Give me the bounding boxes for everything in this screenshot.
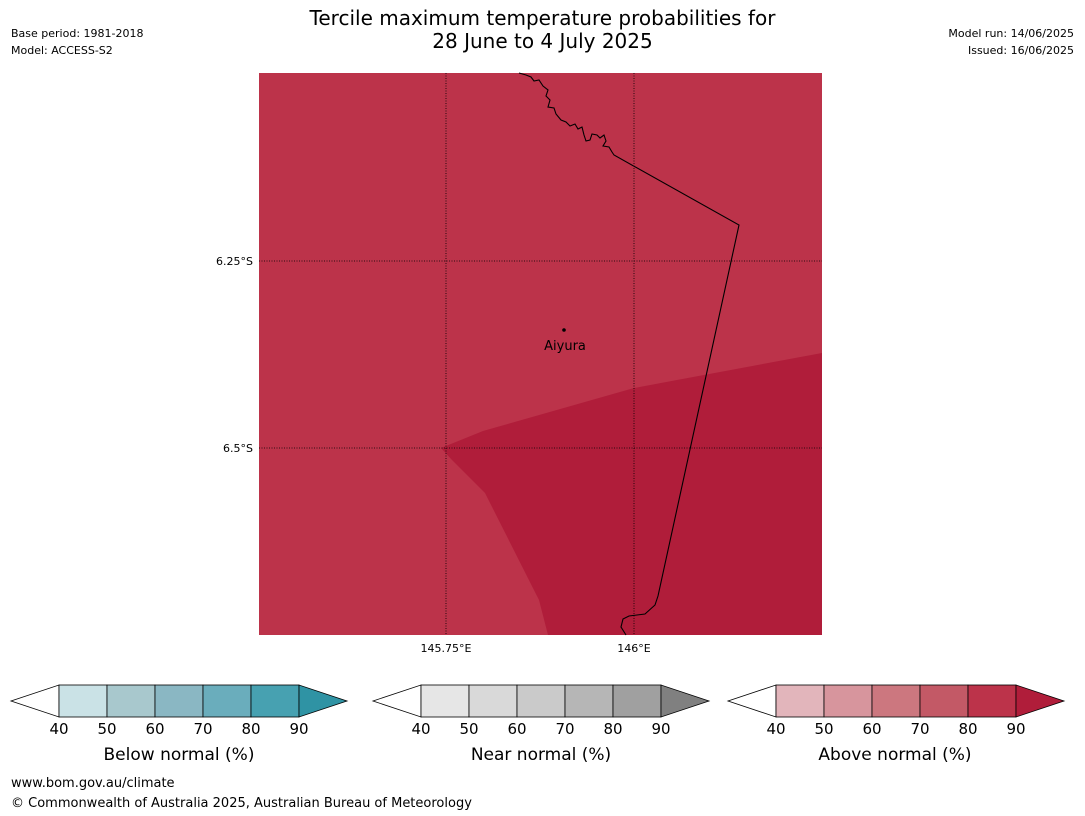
footer-url: www.bom.gov.au/climate bbox=[11, 776, 175, 791]
legend-segment bbox=[823, 684, 873, 718]
legend-segment bbox=[564, 684, 614, 718]
legend-tick-label: 60 bbox=[507, 720, 526, 738]
legend-tick-label: 80 bbox=[603, 720, 622, 738]
legend-segment bbox=[106, 684, 156, 718]
legend-label-near: Near normal (%) bbox=[470, 745, 612, 765]
legend-extend-low bbox=[371, 684, 422, 718]
legend-segment bbox=[967, 684, 1017, 718]
lat-label-6-25: 6.25°S bbox=[216, 255, 253, 268]
map-figure: Aiyura 6.25°S 6.5°S 145.75°E 146°E 40 50 6… bbox=[9, 72, 1066, 738]
legend-segment bbox=[775, 684, 825, 718]
legend-tick-label: 50 bbox=[97, 720, 116, 738]
legend-segment bbox=[154, 684, 204, 718]
footer: www.bom.gov.au/climate © Commonwealth of… bbox=[11, 774, 472, 814]
issued-date: Issued: 16/06/2025 bbox=[967, 44, 1074, 57]
probability-fill-90 bbox=[441, 353, 822, 635]
legend-above-normal: 40 50 60 70 80 90 bbox=[726, 684, 1066, 738]
legend-tick-label: 50 bbox=[459, 720, 478, 738]
model-name: Model: ACCESS-S2 bbox=[11, 44, 113, 57]
legend-segment bbox=[468, 684, 518, 718]
lon-label-145-75: 145.75°E bbox=[421, 642, 472, 655]
legend-extend-low bbox=[9, 684, 60, 718]
legend-segment bbox=[250, 684, 300, 718]
legend-label-above: Above normal (%) bbox=[818, 745, 972, 765]
legend-tick-label: 70 bbox=[555, 720, 574, 738]
legend-segment bbox=[516, 684, 566, 718]
meta-left: Base period: 1981-2018 Model: ACCESS-S2 bbox=[11, 25, 143, 59]
legend-tick-label: 90 bbox=[1006, 720, 1025, 738]
legend-tick-label: 60 bbox=[862, 720, 881, 738]
place-label-aiyura: Aiyura bbox=[544, 339, 586, 354]
footer-copyright: © Commonwealth of Australia 2025, Austra… bbox=[11, 796, 472, 811]
legend-near-normal: 40 50 60 70 80 90 bbox=[371, 684, 711, 738]
legend-below-normal: 40 50 60 70 80 90 bbox=[9, 684, 349, 738]
meta-right: Model run: 14/06/2025 Issued: 16/06/2025 bbox=[948, 25, 1074, 59]
legend-tick-label: 60 bbox=[145, 720, 164, 738]
provincial-boundary bbox=[518, 72, 740, 636]
base-period: Base period: 1981-2018 bbox=[11, 27, 144, 40]
legend-segment bbox=[612, 684, 662, 718]
aiyura-marker bbox=[562, 328, 566, 332]
legend-segment bbox=[202, 684, 252, 718]
lat-label-6-5: 6.5°S bbox=[223, 442, 253, 455]
page-title: Tercile maximum temperature probabilitie… bbox=[0, 7, 1085, 53]
legend-tick-label: 70 bbox=[193, 720, 212, 738]
model-run: Model run: 14/06/2025 bbox=[948, 27, 1074, 40]
legend-segment bbox=[58, 684, 108, 718]
legend-tick-label: 40 bbox=[766, 720, 785, 738]
title-line-2: 28 June to 4 July 2025 bbox=[432, 29, 653, 53]
legend-segment bbox=[871, 684, 921, 718]
legend-tick-label: 80 bbox=[241, 720, 260, 738]
legend-segment bbox=[420, 684, 470, 718]
legend-tick-label: 40 bbox=[49, 720, 68, 738]
legend-tick-label: 90 bbox=[651, 720, 670, 738]
legend-tick-label: 40 bbox=[411, 720, 430, 738]
legend-extend-high bbox=[1015, 684, 1066, 718]
legend-extend-high bbox=[298, 684, 349, 718]
legend-label-below: Below normal (%) bbox=[103, 745, 255, 765]
legend-tick-label: 70 bbox=[910, 720, 929, 738]
map-panel: Aiyura 6.25°S 6.5°S 145.75°E 146°E bbox=[216, 72, 822, 655]
legend-tick-label: 90 bbox=[289, 720, 308, 738]
lon-label-146: 146°E bbox=[617, 642, 650, 655]
legend-extend-low bbox=[726, 684, 777, 718]
legend-extend-high bbox=[660, 684, 711, 718]
legend-tick-label: 80 bbox=[958, 720, 977, 738]
title-line-1: Tercile maximum temperature probabilitie… bbox=[309, 6, 776, 30]
legend-segment bbox=[919, 684, 969, 718]
legend-tick-label: 50 bbox=[814, 720, 833, 738]
